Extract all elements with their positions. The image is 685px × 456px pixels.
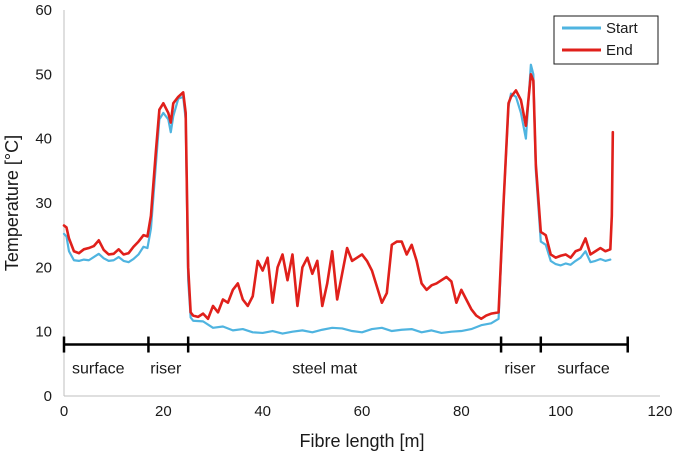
x-tick-label: 60 [354, 403, 371, 420]
x-tick-label: 120 [647, 403, 672, 420]
legend-label-start: Start [606, 20, 639, 37]
x-tick-label: 100 [548, 403, 573, 420]
x-tick-label: 0 [60, 403, 68, 420]
x-tick-label: 40 [254, 403, 271, 420]
y-tick-label: 20 [35, 259, 52, 276]
y-tick-labels: 0 10 20 30 40 50 60 [35, 2, 52, 405]
zone-label: riser [504, 361, 536, 378]
y-tick-label: 50 [35, 66, 52, 83]
x-tick-label: 20 [155, 403, 172, 420]
legend-label-end: End [606, 42, 633, 59]
zone-markers: surface riser steel mat riser surface [62, 336, 629, 378]
series-lines [62, 63, 615, 335]
y-tick-label: 30 [35, 195, 52, 212]
y-tick-label: 10 [35, 324, 52, 341]
legend: Start End [553, 15, 659, 65]
y-tick-label: 0 [44, 388, 52, 405]
y-tick-label: 40 [35, 131, 52, 148]
y-tick-label: 60 [35, 2, 52, 19]
x-tick-labels: 0 20 40 60 80 100 120 [60, 403, 673, 420]
zone-label: riser [150, 361, 182, 378]
legend-box [553, 15, 659, 65]
series-line-end [62, 73, 615, 321]
zone-label: steel mat [292, 361, 357, 378]
x-axis-title: Fibre length [m] [299, 431, 424, 451]
y-axis-title: Temperature [°C] [2, 135, 22, 271]
zone-label: surface [557, 361, 610, 378]
x-tick-label: 80 [453, 403, 470, 420]
axes [63, 10, 660, 397]
zone-label: surface [72, 361, 125, 378]
